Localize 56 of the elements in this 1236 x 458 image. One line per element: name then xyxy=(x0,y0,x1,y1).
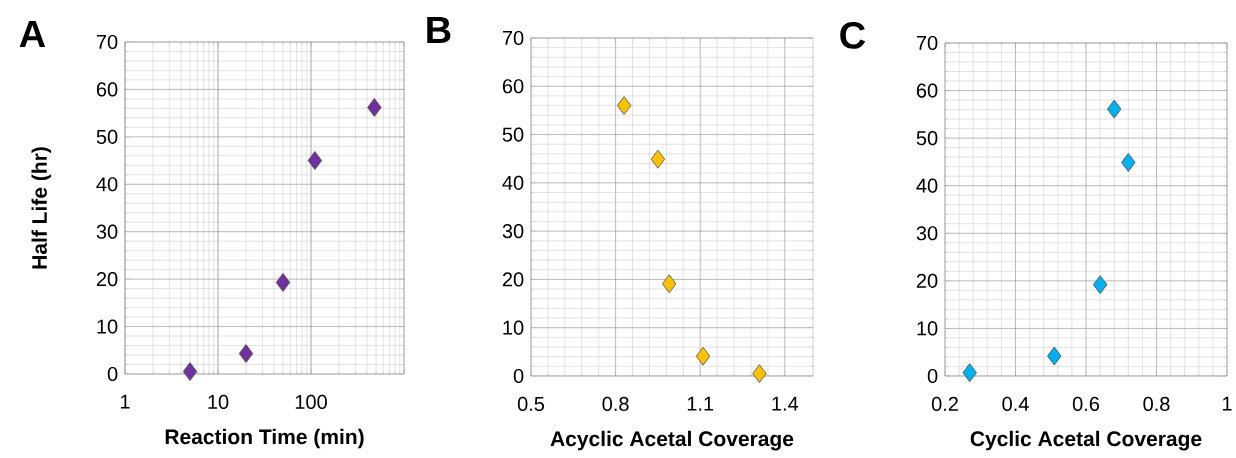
point xyxy=(962,363,977,383)
point xyxy=(275,273,291,292)
point xyxy=(1047,346,1062,366)
y-tick-label: 20 xyxy=(96,272,118,287)
y-tick-label: 30 xyxy=(96,224,118,239)
y-tick-label: 40 xyxy=(96,177,118,192)
y-axis-title: Half Life (hr) xyxy=(31,147,52,269)
y-tick-label: 30 xyxy=(916,226,938,241)
point xyxy=(662,274,677,294)
x-axis-title: Acyclic Acetal Coverage xyxy=(550,430,794,451)
chart-title: B xyxy=(427,16,451,44)
y-tick-label: 10 xyxy=(917,321,938,336)
y-tick-label: 40 xyxy=(916,178,938,193)
chart-title: C xyxy=(840,21,866,49)
point xyxy=(1121,152,1136,172)
y-tick-label: 60 xyxy=(96,82,118,97)
x-tick-label: 0.4 xyxy=(1002,396,1029,412)
y-tick-label: 20 xyxy=(502,272,524,287)
point xyxy=(1092,275,1108,295)
point xyxy=(616,96,632,115)
x-tick-label: 0.2 xyxy=(931,396,958,412)
y-tick-label: 70 xyxy=(916,35,938,51)
x-tick-label: 0.8 xyxy=(602,396,629,412)
point xyxy=(752,364,767,383)
y-tick-label: 50 xyxy=(502,127,524,142)
point xyxy=(695,346,711,366)
x-axis-title: Cyclic Acetal Coverage xyxy=(970,430,1202,451)
y-tick-label: 60 xyxy=(502,79,524,94)
x-tick-label: 0.8 xyxy=(1143,396,1170,412)
y-tick-label: 0 xyxy=(513,368,524,384)
y-tick-label: 0 xyxy=(107,366,118,382)
x-tick-label: 1.1 xyxy=(687,396,714,411)
x-axis-title: Reaction Time (min) xyxy=(165,428,364,449)
y-tick-label: 50 xyxy=(916,131,938,146)
y-tick-label: 50 xyxy=(96,129,118,144)
y-tick-label: 40 xyxy=(502,175,524,190)
y-tick-label: 60 xyxy=(916,83,938,98)
y-tick-label: 70 xyxy=(96,34,118,50)
point xyxy=(367,98,382,117)
point xyxy=(650,149,666,169)
y-tick-label: 30 xyxy=(502,224,524,239)
y-tick-label: 20 xyxy=(916,273,938,288)
x-tick-label: 0.5 xyxy=(517,396,545,412)
y-tick-label: 0 xyxy=(927,368,938,384)
x-tick-label: 0.6 xyxy=(1072,396,1100,412)
x-tick-label: 100 xyxy=(295,394,327,410)
chart-title: A xyxy=(19,20,46,48)
y-tick-label: 10 xyxy=(503,320,524,335)
point xyxy=(1107,99,1122,119)
point xyxy=(182,362,198,382)
x-tick-label: 1.4 xyxy=(772,396,799,411)
y-tick-label: 70 xyxy=(502,30,524,46)
x-tick-label: 1 xyxy=(1222,396,1232,411)
x-tick-label: 10 xyxy=(208,394,229,410)
y-tick-label: 10 xyxy=(97,319,118,334)
x-tick-label: 1 xyxy=(120,394,130,409)
